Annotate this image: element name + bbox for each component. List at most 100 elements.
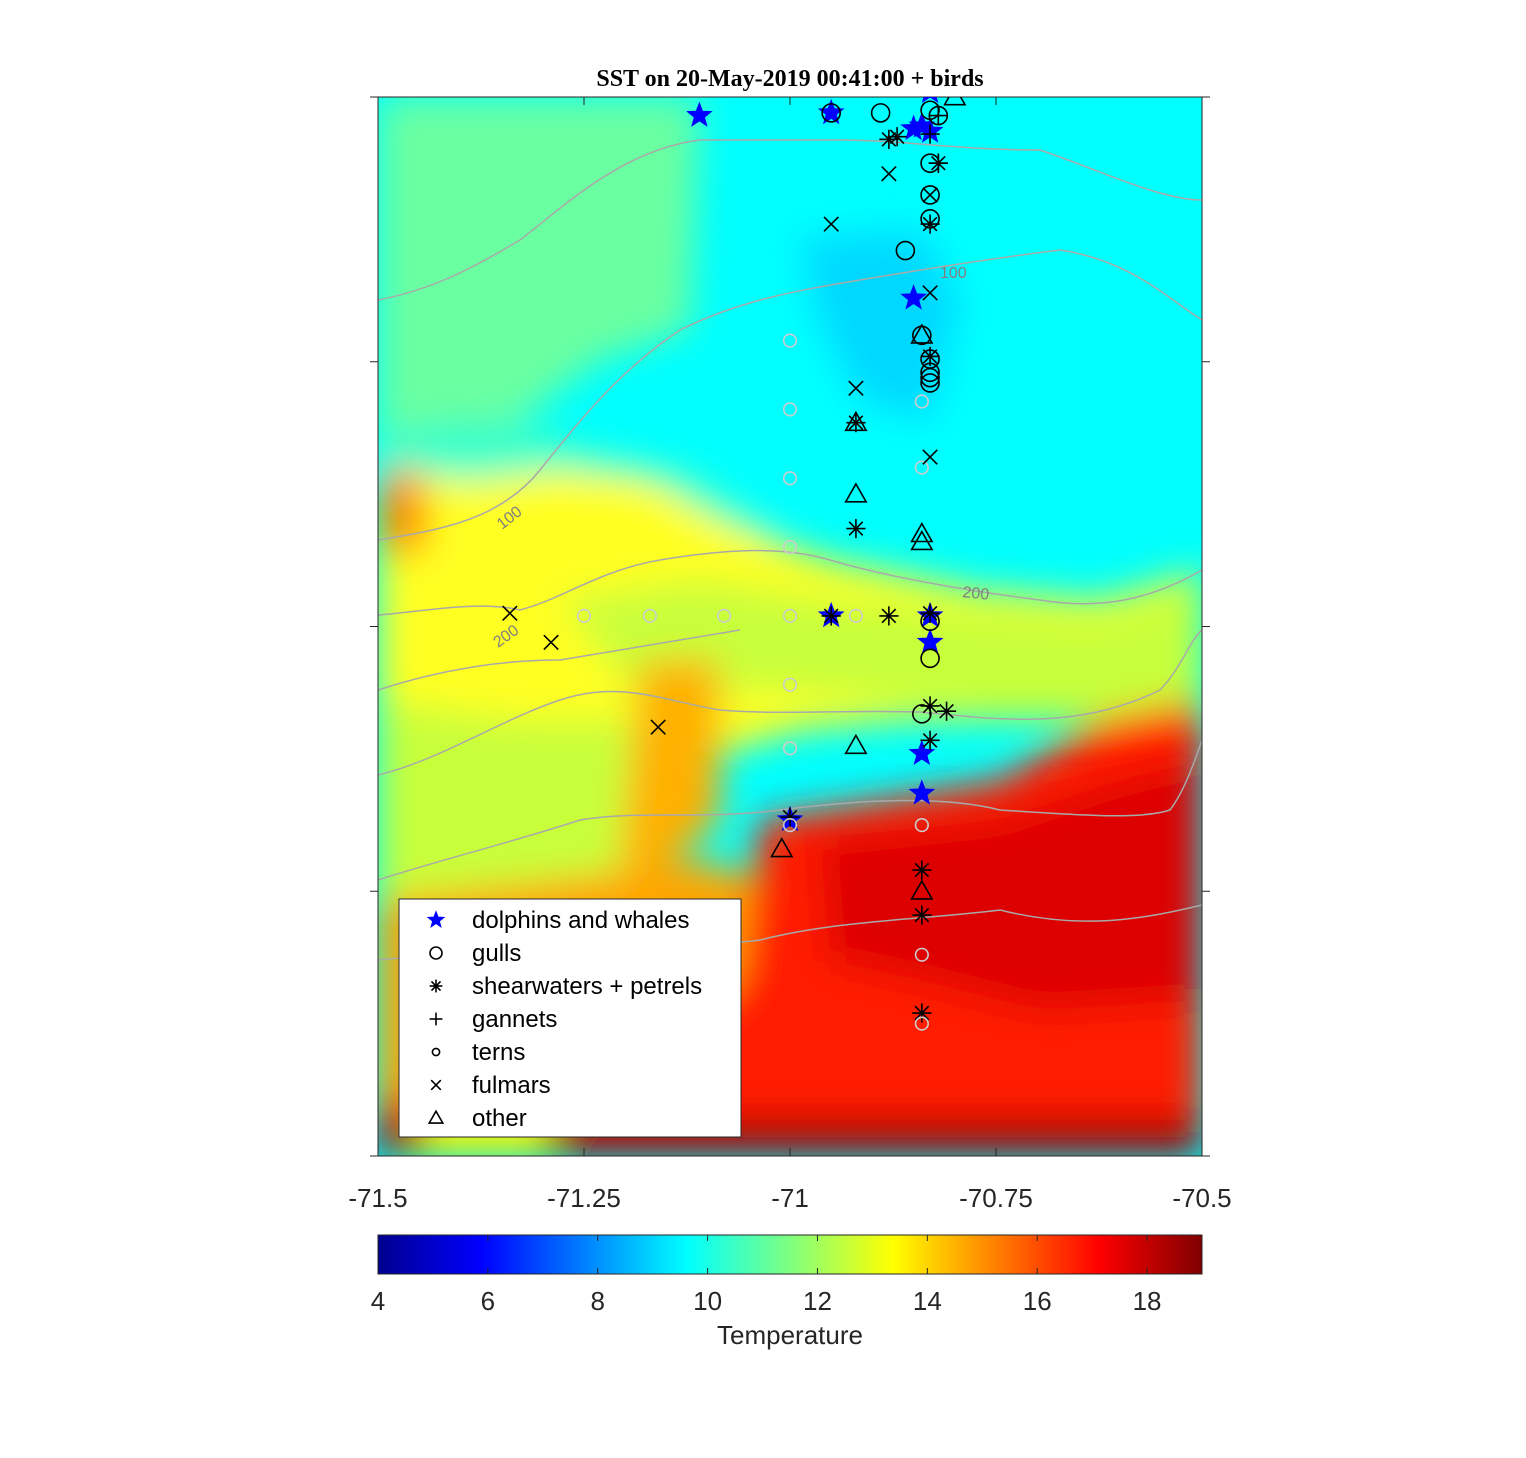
- gulls-marker: [920, 373, 940, 393]
- dolphins-and-whales-marker: [921, 97, 939, 104]
- legend-label: shearwaters + petrels: [472, 973, 702, 1000]
- dolphins-and-whales-marker: [900, 284, 927, 310]
- terns-marker: [576, 608, 592, 624]
- legend-terns-icon: [431, 1047, 441, 1057]
- legend-gulls-icon: [429, 946, 443, 960]
- x-tick-label: -71: [771, 1183, 809, 1213]
- colorbar-tick-label: 14: [913, 1286, 942, 1316]
- terns-marker: [914, 817, 929, 833]
- contour-label-100-upper: 100: [940, 265, 967, 282]
- colorbar-tick-label: 8: [590, 1286, 604, 1316]
- chart-title: SST on 20-May-2019 00:41:00 + birds: [596, 66, 983, 92]
- shearwaters-petrels-marker: [920, 696, 940, 716]
- legend: dolphins and whales gulls shearwaters + pe…: [398, 898, 742, 1138]
- terns-marker: [782, 539, 798, 555]
- x-tick-label: -70.5: [1172, 1183, 1231, 1213]
- other-marker: [910, 522, 934, 543]
- terns-marker: [782, 471, 798, 486]
- x-tick-label: -71.5: [348, 1183, 407, 1213]
- gannets-marker: [920, 124, 940, 144]
- legend-shearwaters-petrels-icon: [429, 979, 443, 993]
- fulmars-marker: [543, 634, 559, 651]
- shearwaters-petrels-marker: [912, 860, 932, 880]
- dolphins-and-whales-marker: [817, 98, 845, 125]
- terns-marker: [782, 741, 798, 756]
- data-markers: [502, 97, 967, 1031]
- terns-marker: [782, 333, 798, 348]
- gulls-marker: [920, 367, 940, 388]
- shearwaters-petrels-marker: [936, 701, 957, 721]
- colorbar-tick-label: 6: [481, 1286, 495, 1316]
- legend-label: dolphins and whales: [472, 907, 690, 934]
- legend-other-icon: [427, 1109, 445, 1124]
- shearwaters-petrels-marker: [920, 603, 940, 623]
- terns-marker: [914, 460, 929, 475]
- legend-fulmars-icon: [430, 1079, 442, 1091]
- shearwaters-petrels-marker: [920, 346, 940, 367]
- dolphins-and-whales-marker: [908, 112, 936, 138]
- other-marker: [910, 323, 934, 344]
- contour-label-200-right: 200: [962, 584, 990, 604]
- shearwaters-petrels-marker: [887, 127, 907, 147]
- gulls-marker: [920, 648, 940, 669]
- colorbar-ticks: 4 6 8 10 12 14 16 18: [371, 1235, 1162, 1316]
- gannets-marker: [928, 105, 948, 126]
- shearwaters-petrels-marker: [912, 1003, 932, 1023]
- terns-marker: [782, 608, 798, 624]
- shearwaters-petrels-marker: [920, 730, 940, 750]
- x-tick-labels: -71.5 -71.25 -71 -70.75 -70.5: [348, 1183, 1231, 1213]
- fulmars-marker: [823, 216, 839, 232]
- other-marker: [844, 733, 868, 755]
- fulmars-marker: [922, 449, 938, 465]
- dolphins-and-whales-marker: [916, 628, 944, 654]
- terns-marker: [848, 608, 864, 624]
- fulmars-marker: [650, 719, 666, 735]
- legend-gannets-icon: [429, 1012, 443, 1026]
- colorbar-tick-label: 18: [1133, 1286, 1162, 1316]
- x-tick-label: -71.25: [547, 1183, 621, 1213]
- terns-marker: [782, 402, 798, 417]
- other-marker: [910, 879, 934, 900]
- terns-marker: [642, 608, 658, 624]
- gulls-marker: [870, 103, 891, 123]
- bathymetry-contours: [378, 139, 1202, 961]
- other-marker: [844, 482, 868, 503]
- terns-marker: [716, 608, 732, 624]
- other-marker: [770, 837, 794, 858]
- terns-marker: [914, 1016, 929, 1031]
- gannets-marker: [928, 153, 948, 173]
- fulmars-marker: [848, 380, 864, 396]
- colorbar-tick-label: 12: [803, 1286, 832, 1316]
- shearwaters-petrels-marker: [912, 905, 932, 925]
- shearwaters-petrels-marker: [879, 606, 899, 626]
- legend-box: [398, 898, 742, 1138]
- legend-label: gulls: [472, 940, 521, 967]
- dolphins-and-whales-marker: [908, 779, 936, 805]
- gulls-marker: [895, 240, 916, 261]
- fulmars-marker: [922, 187, 938, 203]
- legend-label: fulmars: [472, 1072, 551, 1099]
- terns-marker: [914, 394, 929, 409]
- other-marker: [943, 97, 967, 106]
- fulmars-marker: [502, 605, 518, 622]
- legend-label: other: [472, 1105, 527, 1132]
- shearwaters-petrels-marker: [920, 214, 940, 234]
- colorbar-tick-label: 16: [1023, 1286, 1052, 1316]
- x-tick-label: -70.75: [959, 1183, 1033, 1213]
- colorbar-tick-label: 4: [371, 1286, 385, 1316]
- colorbar-tick-label: 10: [693, 1286, 722, 1316]
- gulls-marker: [821, 103, 842, 123]
- colorbar-label: Temperature: [717, 1320, 863, 1350]
- terns-marker: [914, 947, 929, 962]
- fulmars-marker: [922, 285, 938, 301]
- legend-dolphins-and-whales-icon: [426, 910, 446, 928]
- legend-label: gannets: [472, 1006, 557, 1033]
- fulmars-marker: [881, 166, 897, 182]
- colorbar-gradient: [377, 1234, 1203, 1275]
- dolphins-and-whales-marker: [686, 101, 713, 127]
- gulls-marker: [920, 185, 940, 205]
- axis-ticks: [370, 96, 1210, 1157]
- terns-marker: [782, 677, 798, 692]
- shearwaters-petrels-marker: [846, 518, 866, 539]
